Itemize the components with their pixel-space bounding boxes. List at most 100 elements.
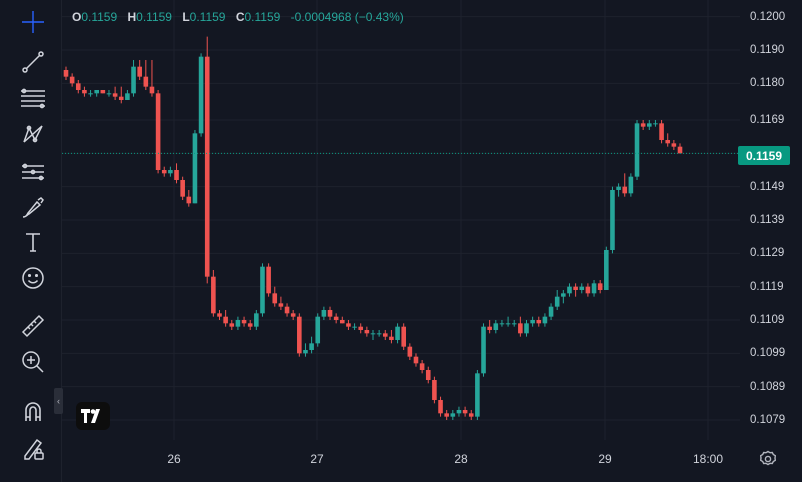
candle-body — [524, 323, 529, 334]
trend-line-icon[interactable] — [16, 46, 50, 78]
candle-body — [137, 66, 142, 77]
open-value: 0.1159 — [81, 10, 118, 24]
candle-body — [530, 320, 535, 324]
candle-body — [106, 93, 112, 95]
price-axis-label: 0.1119 — [750, 280, 784, 293]
candle-body — [94, 90, 99, 94]
time-axis-label: 29 — [598, 452, 612, 466]
candle-body — [63, 70, 69, 77]
candle-body — [88, 93, 93, 95]
candle-body — [69, 76, 75, 84]
candle-body — [450, 413, 456, 417]
text-icon[interactable] — [16, 226, 50, 258]
candle-body — [229, 323, 235, 327]
candle-body — [653, 123, 658, 125]
candle-body — [610, 190, 615, 250]
candle-body — [333, 316, 339, 320]
candle-body — [634, 123, 640, 177]
crosshair-icon[interactable] — [16, 6, 50, 38]
candle-body — [628, 176, 634, 194]
candle-body — [493, 323, 499, 330]
candle-body — [616, 186, 621, 190]
candle-body — [358, 326, 364, 330]
price-axis-label: 0.1180 — [750, 77, 785, 90]
price-axis[interactable]: 0.1200 0.1190 0.1180 0.1169 0.1149 0.1139 0.11… — [740, 0, 802, 440]
zoom-in-icon[interactable] — [16, 346, 50, 378]
candle-body — [198, 56, 204, 134]
prediction-icon[interactable] — [16, 156, 50, 188]
fib-retracement-icon[interactable] — [16, 82, 50, 114]
candle-body — [118, 96, 124, 100]
candle-body — [659, 123, 664, 140]
drawing-toolbar — [0, 0, 62, 482]
candle-body — [211, 276, 216, 314]
candle-body — [309, 343, 314, 350]
candle-body — [665, 140, 671, 144]
ruler-icon[interactable] — [16, 310, 50, 342]
time-axis-label: 26 — [167, 452, 181, 466]
candle-body — [303, 350, 308, 354]
candle-body — [677, 146, 683, 154]
candle-body — [536, 320, 542, 324]
candle-body — [401, 326, 406, 347]
candle-body — [297, 316, 302, 354]
candle-body — [487, 326, 492, 330]
candle-body — [174, 170, 179, 180]
candle-body — [468, 413, 474, 417]
candle-body — [573, 286, 578, 290]
candle-body — [112, 93, 118, 97]
candle-body — [321, 310, 327, 317]
candle-body — [462, 410, 468, 414]
candle-body — [284, 306, 290, 314]
tradingview-logo[interactable] — [76, 402, 110, 430]
settings-gear-icon[interactable] — [758, 449, 778, 469]
candle-body — [561, 293, 566, 297]
price-chart[interactable] — [62, 0, 740, 440]
close-value: 0.1159 — [244, 10, 281, 24]
candle-body — [290, 313, 296, 317]
change-value: -0.0004968 (−0.43%) — [290, 10, 404, 24]
brush-icon[interactable] — [16, 192, 50, 224]
candle-body — [266, 266, 271, 294]
candle-body — [475, 373, 480, 417]
chevron-left-icon: ‹ — [57, 396, 60, 406]
pattern-icon[interactable] — [16, 118, 50, 150]
collapse-toolbar-button[interactable]: ‹ — [54, 388, 63, 414]
high-label: H — [127, 10, 137, 24]
price-axis-label: 0.1139 — [750, 214, 785, 226]
candle-body — [481, 326, 486, 374]
candle-body — [376, 333, 382, 335]
low-label: L — [182, 10, 190, 24]
lock-drawings-icon[interactable] — [16, 432, 50, 464]
candle-body — [204, 56, 210, 277]
candle-body — [518, 323, 523, 334]
candle-body — [389, 336, 394, 340]
candle-body — [125, 93, 130, 100]
emoji-icon[interactable] — [16, 262, 50, 294]
candle-body — [419, 363, 425, 370]
low-value: 0.1159 — [189, 10, 226, 24]
open-label: O — [72, 10, 82, 24]
candle-body — [382, 333, 388, 337]
candle-body — [364, 330, 370, 334]
candle-body — [554, 296, 560, 307]
candle-body — [585, 286, 591, 294]
candle-body — [499, 323, 505, 325]
candle-body — [82, 90, 87, 94]
candle-body — [604, 250, 609, 290]
candle-body — [186, 196, 192, 204]
candle-body — [168, 170, 173, 174]
candle-body — [432, 380, 437, 400]
candle-body — [622, 186, 628, 194]
price-axis-label: 0.1200 — [750, 10, 786, 23]
price-axis-label: 0.1099 — [750, 347, 786, 360]
candle-body — [100, 90, 106, 94]
current-price-tag: 0.1159 — [738, 146, 790, 165]
magnet-icon[interactable] — [16, 396, 50, 428]
candle-body — [567, 286, 572, 294]
candle-body — [235, 320, 241, 327]
price-axis-label: 0.1109 — [750, 314, 785, 326]
candle-body — [456, 410, 462, 414]
close-label: C — [235, 10, 245, 24]
time-axis-label: 18:00 — [692, 452, 724, 466]
